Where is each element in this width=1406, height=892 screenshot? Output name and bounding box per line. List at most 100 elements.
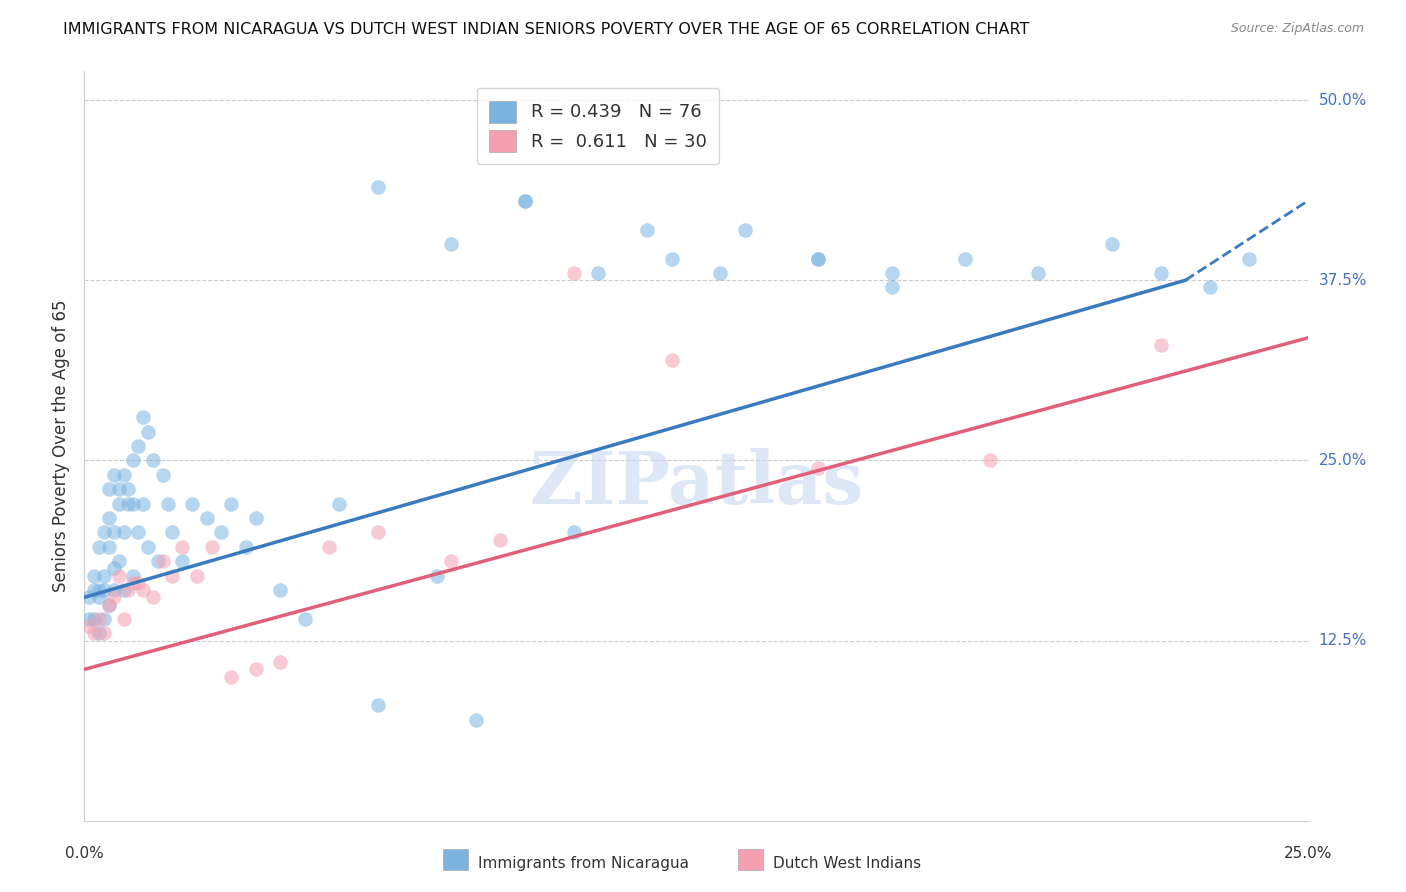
Point <box>132 497 155 511</box>
Point <box>1101 237 1123 252</box>
Text: Source: ZipAtlas.com: Source: ZipAtlas.com <box>1230 22 1364 36</box>
Point <box>709 266 731 280</box>
Point <box>269 583 291 598</box>
Point <box>162 525 184 540</box>
Point <box>77 591 100 605</box>
Point <box>979 453 1001 467</box>
Point <box>209 525 232 540</box>
Point <box>117 583 139 598</box>
Text: Immigrants from Nicaragua: Immigrants from Nicaragua <box>478 856 689 871</box>
Point <box>83 583 105 598</box>
Point <box>77 619 100 633</box>
Point <box>97 482 120 496</box>
Point <box>132 410 155 425</box>
Point <box>103 467 125 482</box>
Y-axis label: Seniors Poverty Over the Age of 65: Seniors Poverty Over the Age of 65 <box>52 300 70 592</box>
Point <box>489 533 512 547</box>
Point <box>93 612 115 626</box>
Point <box>93 583 115 598</box>
Point <box>636 223 658 237</box>
Point <box>103 561 125 575</box>
Point <box>562 525 585 540</box>
Point <box>328 497 350 511</box>
Point <box>1028 266 1050 280</box>
Point <box>103 591 125 605</box>
Point <box>172 554 194 568</box>
Point <box>136 540 159 554</box>
Point <box>77 612 100 626</box>
Legend: R = 0.439   N = 76, R =  0.611   N = 30: R = 0.439 N = 76, R = 0.611 N = 30 <box>477 88 720 164</box>
Point <box>464 713 486 727</box>
Point <box>127 525 149 540</box>
Point <box>953 252 976 266</box>
Point <box>513 194 536 208</box>
Point <box>195 511 218 525</box>
Point <box>117 482 139 496</box>
Point <box>97 598 120 612</box>
Point <box>152 467 174 482</box>
Point <box>245 511 267 525</box>
Point <box>1150 266 1173 280</box>
Point <box>661 352 683 367</box>
Point <box>1237 252 1260 266</box>
Point <box>117 497 139 511</box>
Point <box>132 583 155 598</box>
Point <box>93 626 115 640</box>
Text: 50.0%: 50.0% <box>1319 93 1367 108</box>
Point <box>87 540 110 554</box>
Point <box>807 460 830 475</box>
Point <box>734 223 756 237</box>
Point <box>367 698 389 713</box>
Point <box>235 540 257 554</box>
Point <box>103 525 125 540</box>
Text: 37.5%: 37.5% <box>1319 273 1367 288</box>
Point <box>162 568 184 582</box>
Point <box>122 453 145 467</box>
Point <box>87 591 110 605</box>
Point <box>219 497 242 511</box>
Point <box>440 237 463 252</box>
Point <box>112 525 135 540</box>
Point <box>103 583 125 598</box>
Point <box>294 612 316 626</box>
Point <box>186 568 208 582</box>
Point <box>426 568 449 582</box>
Point <box>152 554 174 568</box>
Point <box>172 540 194 554</box>
Point <box>807 252 830 266</box>
Point <box>112 583 135 598</box>
Text: 0.0%: 0.0% <box>65 846 104 861</box>
Point <box>513 194 536 208</box>
Point <box>87 612 110 626</box>
Point <box>586 266 609 280</box>
Point <box>112 612 135 626</box>
Point <box>122 497 145 511</box>
Point <box>1198 280 1220 294</box>
Point <box>1150 338 1173 352</box>
Point <box>107 554 129 568</box>
Point <box>127 439 149 453</box>
Point <box>97 598 120 612</box>
Point <box>367 179 389 194</box>
Point <box>87 626 110 640</box>
Point <box>122 575 145 590</box>
Point <box>97 540 120 554</box>
Point <box>107 482 129 496</box>
Point <box>269 655 291 669</box>
Text: 12.5%: 12.5% <box>1319 633 1367 648</box>
Point <box>112 467 135 482</box>
Point <box>142 453 165 467</box>
Point <box>807 252 830 266</box>
Point <box>661 252 683 266</box>
Text: Dutch West Indians: Dutch West Indians <box>773 856 921 871</box>
Point <box>83 568 105 582</box>
Point <box>245 662 267 676</box>
Text: IMMIGRANTS FROM NICARAGUA VS DUTCH WEST INDIAN SENIORS POVERTY OVER THE AGE OF 6: IMMIGRANTS FROM NICARAGUA VS DUTCH WEST … <box>63 22 1029 37</box>
Point <box>83 612 105 626</box>
Point <box>83 626 105 640</box>
Point <box>562 266 585 280</box>
Point <box>367 525 389 540</box>
Point <box>97 511 120 525</box>
Point <box>122 568 145 582</box>
Text: 25.0%: 25.0% <box>1284 846 1331 861</box>
